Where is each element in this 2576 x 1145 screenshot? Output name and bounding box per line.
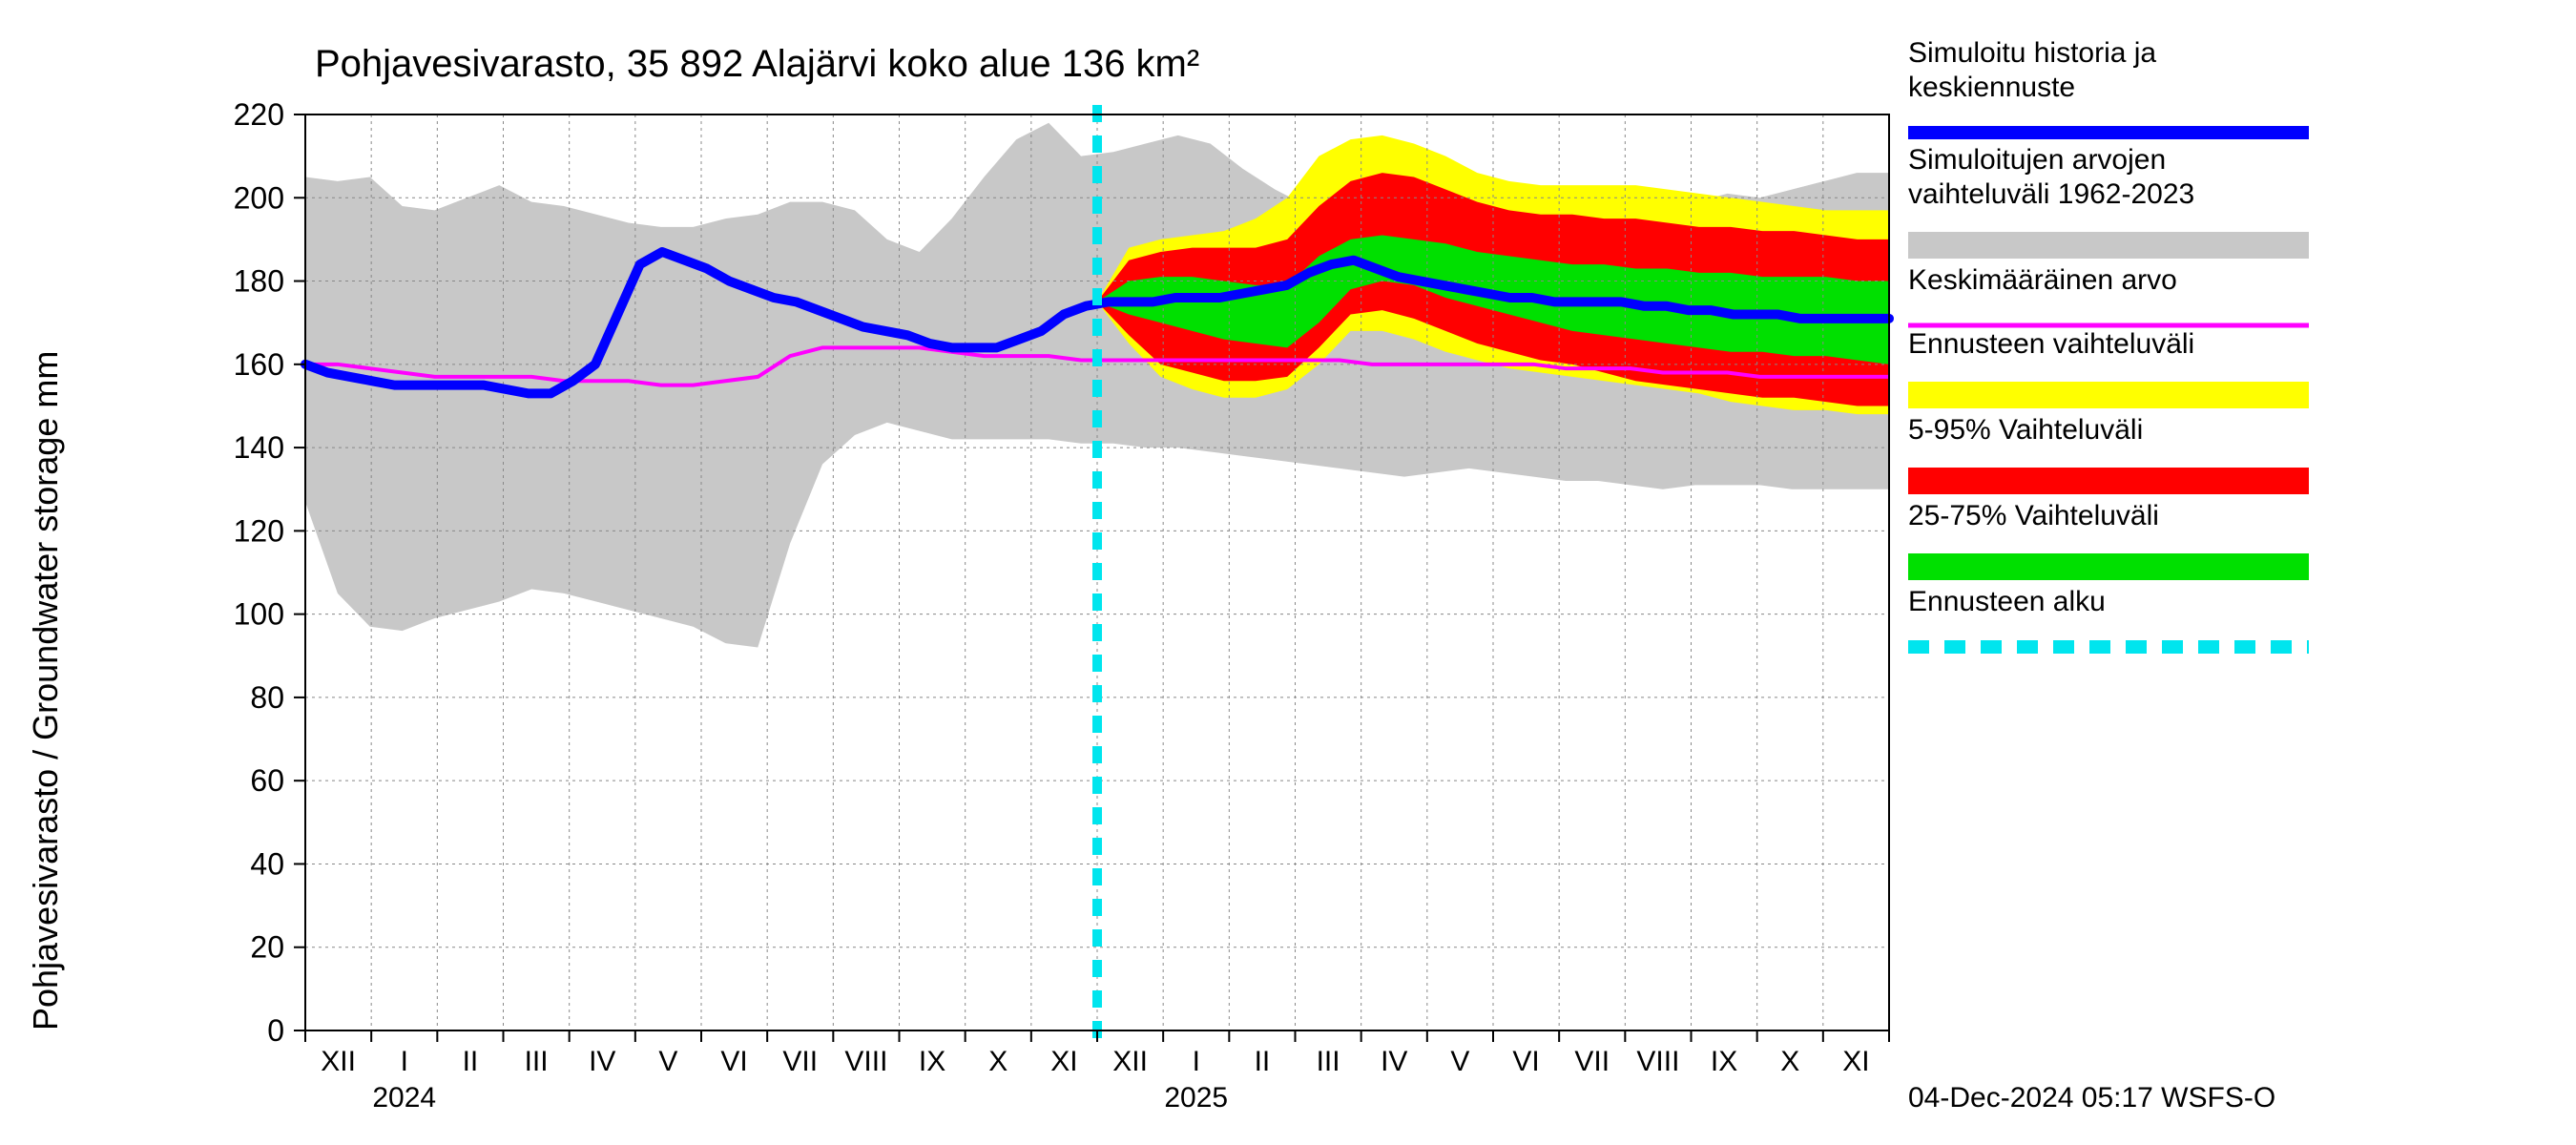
chart-title: Pohjavesivarasto, 35 892 Alajärvi koko a…: [315, 43, 1199, 85]
x-tick-label: VII: [782, 1046, 818, 1077]
x-year-label: 2025: [1164, 1082, 1228, 1114]
footer-timestamp: 04-Dec-2024 05:17 WSFS-O: [1908, 1082, 2275, 1114]
x-tick-label: II: [1255, 1046, 1271, 1077]
legend-swatch: [1908, 382, 2309, 408]
legend-label: Ennusteen vaihteluväli: [1908, 328, 2194, 360]
x-tick-label: IV: [1381, 1046, 1407, 1077]
y-axis-label: Pohjavesivarasto / Groundwater storage m…: [26, 351, 65, 1030]
legend-swatch: [1908, 553, 2309, 580]
legend-label: Simuloitujen arvojen: [1908, 144, 2166, 176]
legend-label: keskiennuste: [1908, 72, 2075, 103]
legend-label: vaihteluväli 1962-2023: [1908, 178, 2194, 210]
x-tick-label: X: [1780, 1046, 1799, 1077]
x-tick-label: VI: [1512, 1046, 1539, 1077]
x-tick-label: IV: [589, 1046, 615, 1077]
y-tick-label: 40: [250, 846, 284, 881]
x-tick-label: I: [1193, 1046, 1200, 1077]
x-tick-label: VIII: [844, 1046, 887, 1077]
y-tick-label: 80: [250, 680, 284, 715]
x-tick-label: III: [525, 1046, 549, 1077]
x-tick-label: XII: [1112, 1046, 1148, 1077]
x-tick-label: VIII: [1636, 1046, 1679, 1077]
legend-swatch: [1908, 468, 2309, 494]
x-tick-label: IX: [1711, 1046, 1737, 1077]
x-tick-label: VII: [1574, 1046, 1610, 1077]
x-tick-label: II: [463, 1046, 479, 1077]
y-tick-label: 60: [250, 763, 284, 798]
x-tick-label: I: [401, 1046, 408, 1077]
x-tick-label: III: [1317, 1046, 1340, 1077]
x-tick-label: V: [658, 1046, 677, 1077]
y-tick-label: 180: [234, 264, 284, 299]
legend-label: 25-75% Vaihteluväli: [1908, 500, 2159, 531]
y-tick-label: 120: [234, 513, 284, 548]
y-tick-label: 200: [234, 180, 284, 215]
x-tick-label: IX: [919, 1046, 945, 1077]
x-tick-label: V: [1450, 1046, 1469, 1077]
x-tick-label: VI: [720, 1046, 747, 1077]
x-tick-label: XI: [1842, 1046, 1869, 1077]
y-tick-label: 140: [234, 430, 284, 465]
x-year-label: 2024: [372, 1082, 436, 1114]
x-tick-label: X: [988, 1046, 1008, 1077]
x-tick-label: XI: [1050, 1046, 1077, 1077]
y-tick-label: 0: [267, 1013, 284, 1048]
y-tick-label: 20: [250, 930, 284, 965]
y-tick-label: 160: [234, 347, 284, 382]
legend-label: Ennusteen alku: [1908, 586, 2106, 617]
legend-label: 5-95% Vaihteluväli: [1908, 414, 2143, 446]
y-tick-label: 220: [234, 97, 284, 132]
x-tick-label: XII: [321, 1046, 356, 1077]
legend-swatch: [1908, 232, 2309, 259]
legend-label: Keskimääräinen arvo: [1908, 264, 2177, 296]
legend-label: Simuloitu historia ja: [1908, 37, 2156, 69]
y-tick-label: 100: [234, 597, 284, 632]
